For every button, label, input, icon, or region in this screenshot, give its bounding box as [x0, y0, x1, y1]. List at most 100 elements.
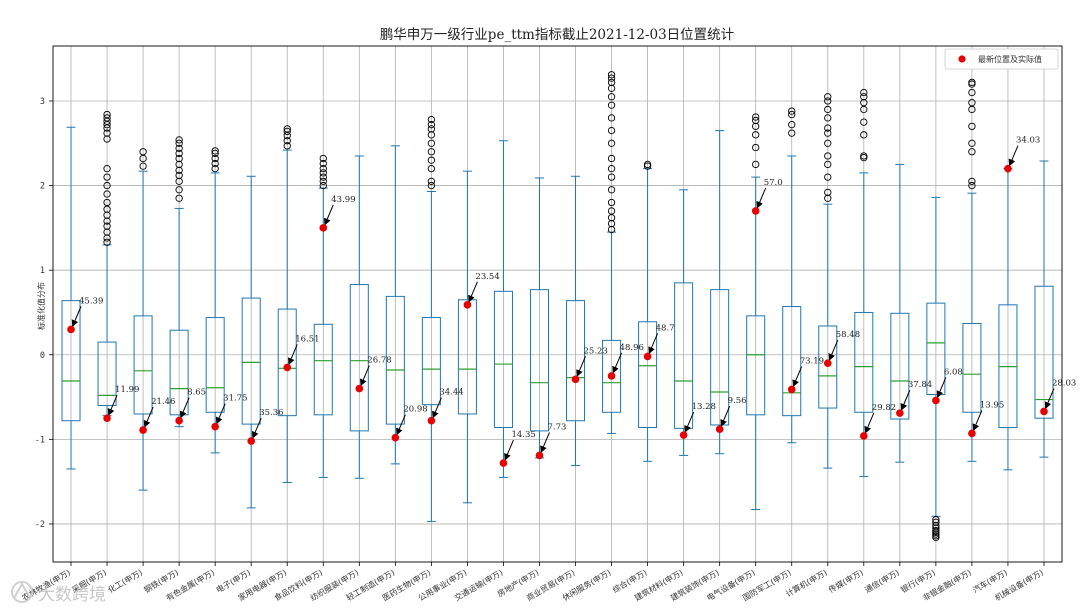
box-body: [277, 308, 297, 417]
flier-point: [283, 125, 291, 133]
annotation-arrow: [828, 340, 839, 361]
annotation-label: 45.39: [79, 296, 103, 306]
x-tick-label: 化工(申万): [106, 567, 144, 595]
legend-label: 最新位置及实际值: [978, 54, 1042, 64]
latest-marker: [607, 372, 616, 380]
flier-point: [824, 173, 832, 181]
flier-point: [139, 148, 147, 156]
flier-point: [211, 149, 219, 158]
annotation-arrow: [972, 410, 983, 432]
annotation-arrow: [468, 281, 478, 303]
annotation-arrow: [432, 397, 442, 419]
box-body: [962, 322, 982, 413]
annotation-label: 21.46: [151, 397, 175, 407]
box-计算机(申万): [818, 93, 838, 469]
annotation-arrow: [71, 306, 82, 328]
flier-point: [607, 154, 616, 163]
latest-marker: [319, 224, 328, 232]
annotation-arrow: [648, 333, 659, 355]
x-tick-label: 传媒(申万): [827, 567, 865, 595]
flier-point: [607, 114, 616, 122]
latest-marker: [175, 416, 183, 425]
flier-point: [824, 97, 832, 105]
box-body: [421, 317, 441, 406]
flier-point: [860, 99, 868, 107]
watermark-logo-icon: [11, 581, 33, 603]
annotation-label: 43.99: [331, 195, 355, 205]
flier-point: [103, 173, 111, 181]
flier-point: [427, 121, 436, 129]
box-建筑材料(申万): [674, 189, 694, 456]
annotation-label: 48.7: [656, 323, 675, 333]
latest-marker: [751, 207, 760, 215]
flier-point: [103, 198, 111, 207]
flier-point: [788, 107, 796, 115]
flier-point: [211, 159, 219, 168]
flier-point: [607, 101, 616, 109]
box-body: [493, 290, 513, 429]
box-body: [61, 300, 81, 422]
flier-point: [968, 88, 976, 97]
flier-point: [175, 186, 183, 194]
box-商业贸易(申万): [566, 175, 586, 467]
flier-point: [824, 160, 832, 169]
annotation-label: 11.99: [115, 385, 139, 395]
latest-marker: [103, 414, 111, 422]
flier-point: [607, 165, 616, 173]
box-交通运输(申万): [493, 140, 513, 478]
flier-point: [427, 156, 436, 164]
flier-point: [607, 126, 616, 135]
annotation-label: 34.44: [439, 388, 463, 398]
flier-point: [103, 238, 111, 246]
annotation-arrow: [792, 366, 803, 388]
flier-point: [932, 533, 940, 542]
flier-point: [175, 194, 183, 202]
flier-point: [752, 116, 760, 125]
latest-marker: [823, 359, 832, 368]
box-轻工制造(申万): [385, 145, 405, 465]
flier-point: [752, 131, 760, 139]
flier-point: [319, 173, 327, 181]
box-body: [169, 329, 189, 416]
box-body: [782, 306, 802, 417]
flier-point: [211, 165, 219, 173]
annotation-label: 23.54: [475, 272, 499, 282]
annotation-arrow: [360, 365, 370, 387]
flier-point: [607, 198, 616, 207]
latest-marker: [1040, 407, 1048, 416]
annotation-arrow: [936, 377, 947, 399]
flier-point: [175, 171, 183, 180]
flier-point: [103, 217, 111, 225]
box-电气设备(申万): [746, 113, 766, 511]
flier-point: [103, 114, 111, 122]
flier-point: [968, 78, 976, 87]
annotation-label: 35.36: [259, 408, 283, 418]
x-tick-label: 通信(申万): [863, 567, 901, 595]
y-tick-label: 2: [40, 182, 45, 192]
flier-point: [788, 110, 796, 119]
annotations: 45.39 11.99 21.46 8.65 31.75 35.36 16.51 43.99 2…: [67, 136, 1076, 467]
flier-point: [752, 122, 760, 131]
flier-point: [211, 154, 219, 163]
latest-marker: [535, 451, 544, 460]
box-body: [457, 299, 477, 415]
box-国防军工(申万): [782, 107, 802, 444]
box-body: [313, 323, 333, 416]
flier-point: [824, 188, 832, 196]
latest-marker: [715, 425, 724, 433]
annotation-label: 28.03: [1052, 378, 1076, 388]
flier-point: [752, 160, 760, 169]
flier-point: [427, 115, 436, 124]
flier-point: [968, 122, 976, 131]
flier-point: [427, 177, 436, 185]
flier-point: [860, 118, 868, 126]
flier-point: [427, 125, 436, 133]
annotation-arrow: [612, 352, 623, 374]
latest-marker: [571, 375, 580, 384]
flier-point: [860, 152, 868, 160]
flier-point: [175, 177, 183, 185]
latest-marker: [643, 352, 652, 361]
box-body: [205, 317, 225, 413]
flier-point: [824, 139, 832, 147]
